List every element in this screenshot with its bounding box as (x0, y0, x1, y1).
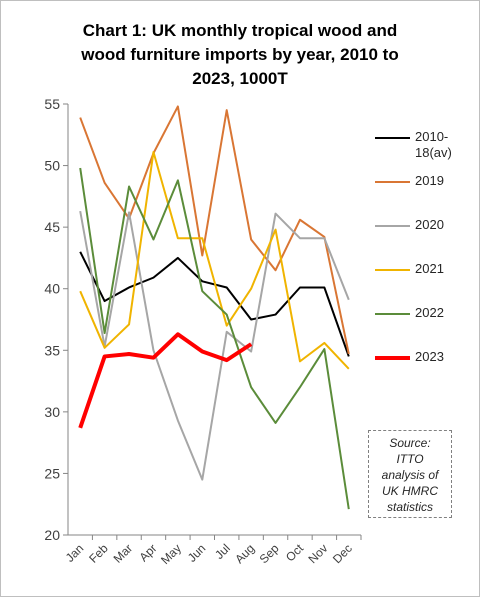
legend-label: 2023 (415, 349, 444, 364)
series-line (79, 151, 350, 370)
chart-title: Chart 1: UK monthly tropical wood and (83, 21, 398, 40)
legend-label: 2021 (415, 261, 444, 276)
source-note: Source: ITTO analysis of UK HMRC statistics (368, 430, 452, 518)
y-tick-label: 20 (44, 527, 60, 543)
x-tick-label: Oct (283, 541, 307, 565)
y-tick-label: 50 (44, 158, 60, 174)
y-tick-label: 40 (44, 281, 60, 297)
y-tick-label: 35 (44, 342, 60, 358)
x-tick-label: Sep (257, 541, 282, 566)
x-tick-label: Jun (185, 541, 209, 565)
x-tick-label: Nov (306, 541, 331, 566)
source-line: ITTO (396, 452, 424, 466)
series-line (79, 210, 350, 481)
y-tick-label: 25 (44, 465, 60, 481)
series-line (78, 332, 253, 429)
x-tick-label: May (158, 541, 184, 567)
y-tick-label: 30 (44, 404, 60, 420)
source-line: UK HMRC (382, 484, 438, 498)
source-line: analysis of (381, 468, 439, 482)
y-tick-label: 55 (44, 96, 60, 112)
x-tick-label: Apr (136, 541, 159, 564)
y-tick-label: 45 (44, 219, 60, 235)
x-tick-label: Feb (86, 541, 111, 566)
chart-title: wood furniture imports by year, 2010 to (80, 45, 398, 64)
source-line: statistics (386, 500, 433, 514)
legend-label: 2019 (415, 173, 444, 188)
x-tick-label: Mar (111, 541, 136, 566)
series-line (79, 167, 350, 510)
source-line: Source: (389, 436, 431, 450)
legend-label: 2022 (415, 305, 444, 320)
series-line (79, 105, 350, 355)
x-tick-label: Aug (232, 541, 257, 566)
x-tick-label: Jan (63, 541, 87, 565)
legend-label: 2010-18(av) (415, 129, 452, 160)
legend-label: 2020 (415, 217, 444, 232)
chart-title: 2023, 1000T (192, 69, 288, 88)
x-tick-label: Dec (330, 541, 355, 566)
x-tick-label: Jul (212, 541, 233, 562)
